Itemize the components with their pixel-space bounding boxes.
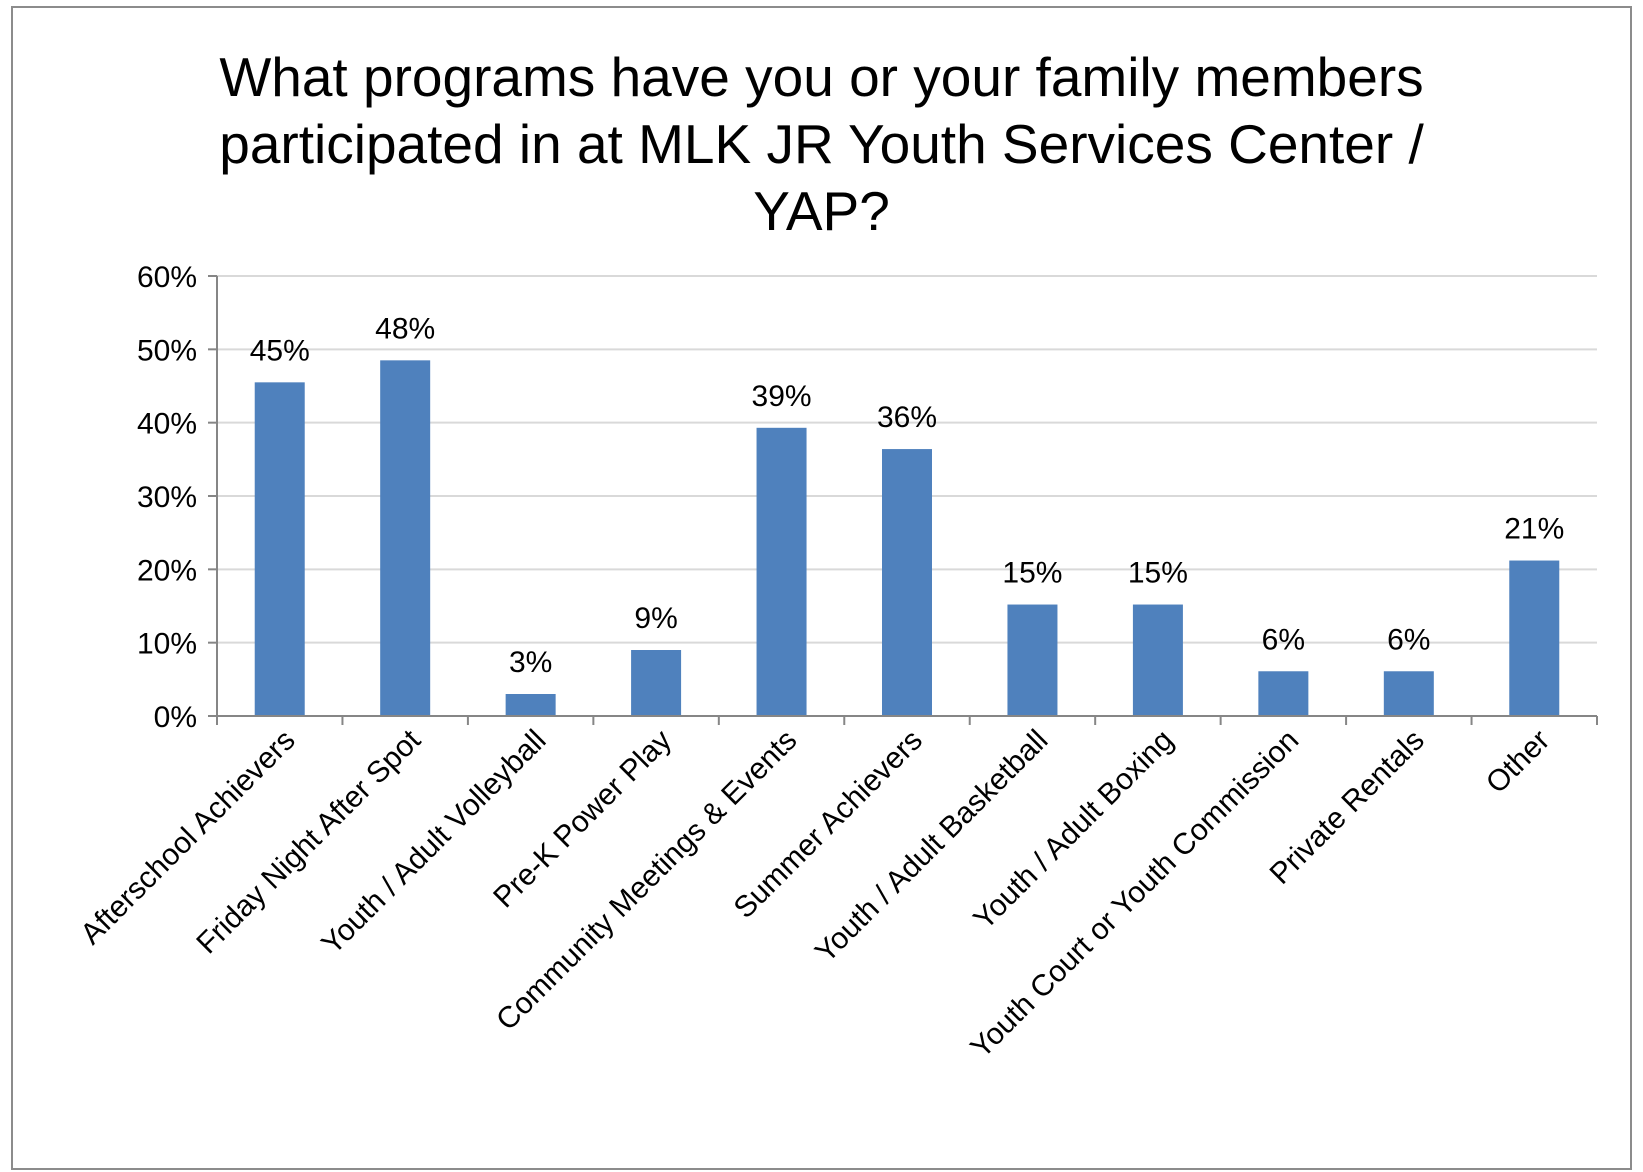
bar <box>254 382 305 716</box>
bar <box>1132 604 1183 716</box>
axes <box>208 275 1598 725</box>
category-label: Afterschool Achievers <box>74 724 301 951</box>
bar <box>631 650 682 716</box>
data-label: 45% <box>250 334 310 367</box>
bar <box>882 449 932 716</box>
data-label: 6% <box>1387 623 1430 656</box>
y-tick-label: 60% <box>137 261 197 294</box>
category-label: Other <box>1480 724 1556 800</box>
y-tick-label: 40% <box>137 408 197 441</box>
bar <box>1509 560 1560 716</box>
bar <box>756 427 807 716</box>
chart-title: What programs have you or your family me… <box>0 44 1643 245</box>
chart-title-line: YAP? <box>753 180 890 242</box>
y-tick-label: 10% <box>137 628 197 661</box>
bar <box>505 694 556 716</box>
category-label: Friday Night After Spot <box>190 723 427 960</box>
data-label: 6% <box>1262 623 1305 656</box>
bar <box>1258 671 1309 716</box>
chart-title-line: participated in at MLK JR Youth Services… <box>219 113 1424 175</box>
bars <box>254 360 1560 716</box>
y-tick-label: 30% <box>137 481 197 514</box>
y-tick-label: 50% <box>137 334 197 367</box>
category-label: Youth / Adult Basketball <box>809 724 1054 969</box>
data-label: 48% <box>375 312 435 345</box>
data-label: 9% <box>634 602 677 635</box>
category-label: Youth / Adult Volleyball <box>315 724 552 961</box>
chart-title-line: What programs have you or your family me… <box>219 46 1424 108</box>
data-label: 3% <box>509 646 552 679</box>
y-tick-label: 0% <box>154 701 197 734</box>
data-label: 21% <box>1504 513 1564 546</box>
data-label: 39% <box>752 380 812 413</box>
bar <box>1007 604 1058 716</box>
data-label: 15% <box>1128 557 1188 590</box>
bar <box>1383 671 1434 716</box>
y-tick-label: 20% <box>137 554 197 587</box>
data-label: 36% <box>877 401 937 434</box>
bar <box>380 360 431 716</box>
data-label: 15% <box>1002 557 1062 590</box>
